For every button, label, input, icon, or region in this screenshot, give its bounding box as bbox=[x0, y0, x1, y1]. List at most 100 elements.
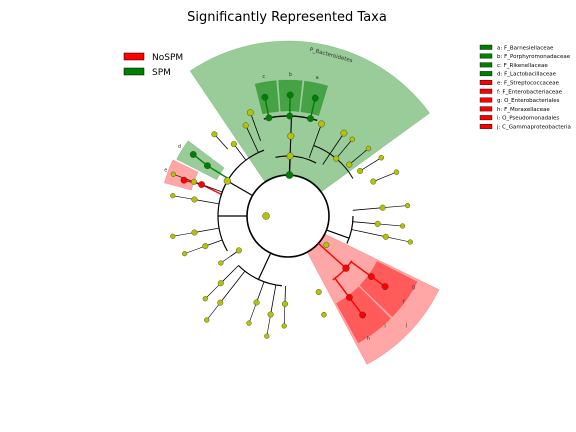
node-bottom-tip-0 bbox=[202, 296, 208, 302]
node-bottom-tip-1 bbox=[204, 317, 210, 323]
node-gammaproteobacteria bbox=[342, 264, 350, 272]
node-bacteroidales bbox=[287, 132, 295, 140]
taxa-legend-swatch bbox=[479, 79, 493, 85]
tree-edge bbox=[206, 302, 221, 321]
taxa-legend-label: g: O_Enterobacteriales bbox=[497, 98, 560, 104]
taxa-legend-label: i: O_Pseudomonadales bbox=[497, 116, 559, 122]
node-bottom-0 bbox=[217, 280, 224, 287]
edge-clade-e bbox=[201, 183, 222, 195]
node-bac-extra-1 bbox=[340, 129, 348, 137]
taxa-legend-swatch bbox=[479, 44, 493, 50]
legend-label-nospm: NoSPM bbox=[152, 53, 183, 63]
node-left-3 bbox=[202, 243, 209, 250]
taxa-legend-label: e: F_Streptococcaceae bbox=[497, 81, 560, 87]
node-bottom-4 bbox=[281, 300, 288, 307]
root-circle bbox=[246, 174, 330, 258]
legend-label-spm: SPM bbox=[152, 68, 171, 78]
node-bac-extra-0 bbox=[318, 120, 325, 128]
tree-edge bbox=[227, 180, 253, 197]
node-right-1 bbox=[382, 233, 389, 240]
legend-swatch-spm bbox=[123, 67, 145, 76]
tree-edge bbox=[257, 252, 272, 280]
node-left-tip-3 bbox=[182, 251, 188, 257]
taxa-legend-label: h: F_Moraxellaceae bbox=[497, 107, 550, 113]
node-left-tip-1 bbox=[170, 193, 176, 199]
legend-swatch-nospm bbox=[123, 52, 145, 61]
tree-edge bbox=[349, 148, 369, 165]
tree-edge bbox=[326, 229, 350, 239]
node-bac-side-tip-1 bbox=[365, 145, 372, 152]
node-streptococcus bbox=[180, 176, 188, 184]
node-moraxellaceae bbox=[359, 311, 367, 319]
taxa-legend-label: a: F_Barnesiellaceae bbox=[497, 45, 554, 51]
node-right-tip-1 bbox=[407, 239, 413, 245]
tree-edge bbox=[275, 155, 317, 164]
node-left-4 bbox=[235, 247, 242, 254]
edge-bac-extra-1 bbox=[322, 132, 345, 165]
taxa-legend: a: F_Barnesiellaceae b: F_Porphyromonadac… bbox=[479, 44, 571, 131]
node-bac-side-tip-0 bbox=[349, 136, 355, 143]
node-genus-c bbox=[261, 93, 269, 101]
taxa-legend-swatch bbox=[479, 123, 493, 129]
tree-edge bbox=[352, 207, 383, 211]
taxa-legend-label: f: F_Enterobacteriaceae bbox=[497, 89, 563, 95]
node-proteo-extra bbox=[315, 289, 322, 296]
edge-clade-h bbox=[348, 297, 364, 316]
taxa-legend-swatch bbox=[479, 88, 493, 94]
clade-letter-g: g bbox=[412, 285, 415, 291]
tree-edge bbox=[351, 229, 386, 238]
tree-edge bbox=[332, 260, 353, 281]
taxa-legend-swatch bbox=[479, 62, 493, 68]
node-right-tip-0 bbox=[399, 223, 406, 229]
tree-edge bbox=[214, 133, 229, 150]
edge-clade-j bbox=[318, 242, 347, 269]
node-proteo-inner bbox=[323, 241, 330, 248]
clade-letter-i: i bbox=[384, 324, 385, 330]
clade-letter-e: e bbox=[164, 168, 167, 174]
node-firmicutes bbox=[223, 177, 232, 185]
edge-clade-d bbox=[207, 165, 230, 180]
node-firm-extra-0 bbox=[230, 141, 237, 148]
node-firm-extra-1 bbox=[211, 131, 218, 138]
node-bac-side-1 bbox=[346, 161, 353, 168]
clade-letter-h: h bbox=[367, 336, 370, 342]
wedge-clade-j bbox=[306, 233, 440, 365]
tree-edge bbox=[256, 281, 265, 303]
tree-edge bbox=[382, 205, 408, 209]
tree-edge bbox=[220, 265, 239, 284]
tree-edge bbox=[266, 314, 271, 337]
node-left-tip-2 bbox=[170, 171, 176, 177]
tree-edge bbox=[270, 284, 277, 315]
chart-title: Significantly Represented Taxa bbox=[187, 10, 387, 25]
node-enterobacteriales bbox=[367, 273, 375, 280]
node-bottom-2 bbox=[253, 299, 260, 306]
tree-edge bbox=[335, 139, 353, 159]
clade-letter-f: f bbox=[403, 299, 405, 305]
edge-clade-g bbox=[350, 261, 372, 278]
clade-highlight-layer bbox=[163, 40, 440, 365]
node-right-0 bbox=[374, 220, 381, 227]
node-genus-a bbox=[311, 94, 319, 102]
edge-clade-a bbox=[309, 97, 316, 119]
node-bac-side-2 bbox=[357, 167, 364, 174]
node-family-b bbox=[286, 112, 294, 120]
tree-edge bbox=[346, 215, 354, 244]
clade-letter-c: c bbox=[262, 74, 265, 80]
wedge-clade-e bbox=[163, 159, 199, 191]
tree-edge bbox=[245, 125, 259, 153]
taxa-legend-swatch bbox=[479, 97, 493, 103]
node-bottom-tip-3 bbox=[264, 333, 270, 339]
node-right-tip-2 bbox=[404, 202, 411, 209]
node-bac-side-3 bbox=[370, 178, 377, 185]
tree-edge bbox=[385, 236, 411, 243]
tree-edge bbox=[284, 285, 286, 304]
tree-node-layer bbox=[170, 91, 413, 339]
tree-edge bbox=[172, 195, 195, 200]
node-bacteroidetes-class bbox=[286, 152, 294, 160]
node-bac-side-tip-3 bbox=[393, 169, 400, 175]
clade-letter-d: d bbox=[178, 144, 181, 150]
node-family-a bbox=[307, 115, 314, 122]
tree-edge bbox=[172, 232, 195, 237]
taxa-legend-label: j: C_Gammaproteobacteria bbox=[496, 125, 571, 131]
